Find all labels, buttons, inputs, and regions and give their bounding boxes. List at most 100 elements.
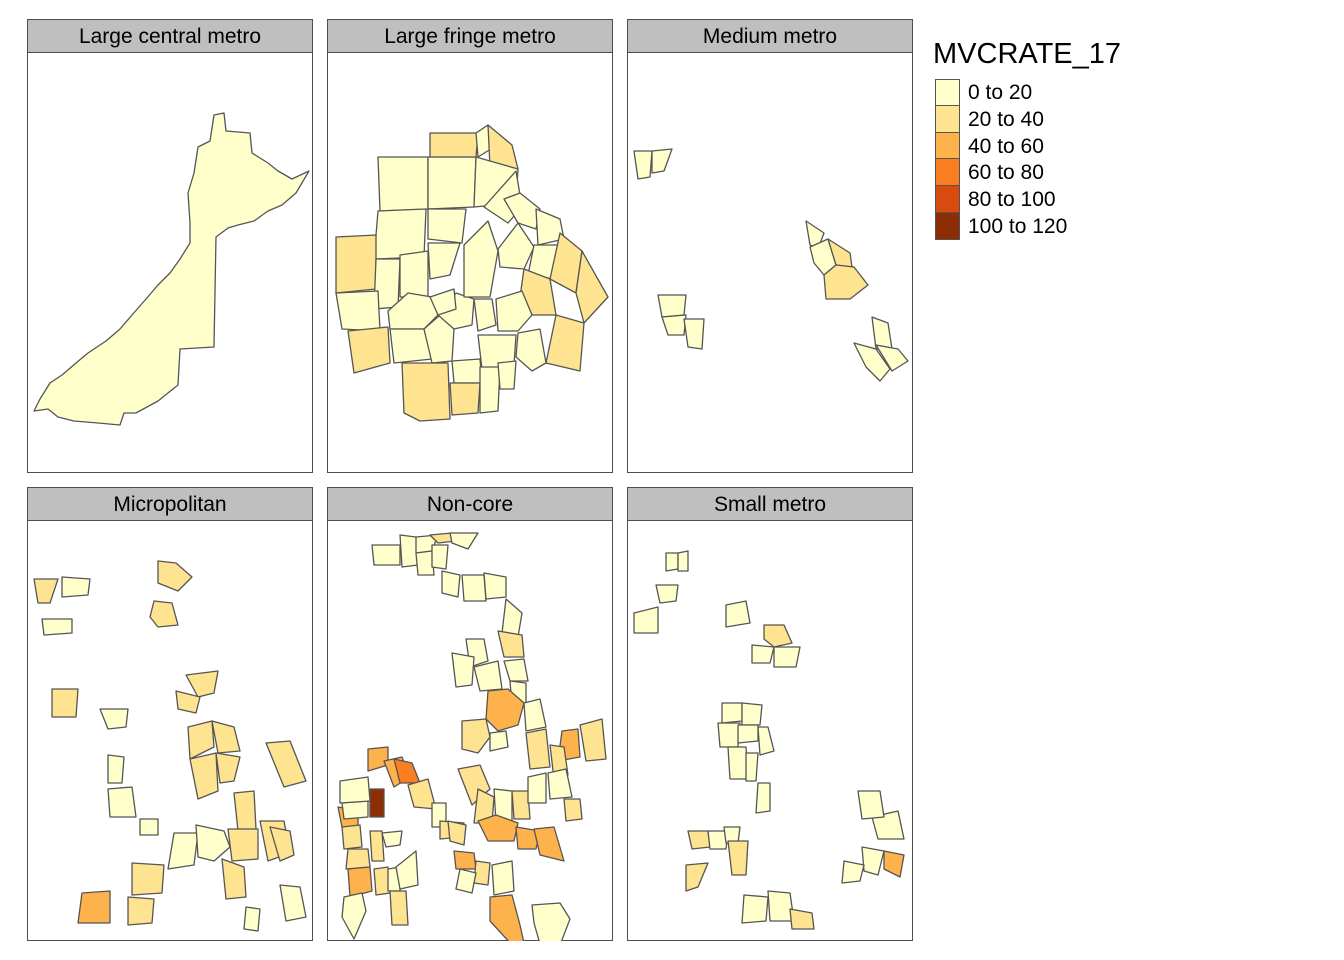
county-shape <box>741 702 763 726</box>
county-shape <box>665 552 679 572</box>
county-shape <box>99 708 129 730</box>
legend-item: 20 to 40 <box>933 105 1121 133</box>
county-shape <box>451 358 483 384</box>
county-shape <box>341 800 369 820</box>
county-shape <box>215 752 241 784</box>
county-shape <box>497 360 517 390</box>
county-shape <box>243 906 261 932</box>
county-shape <box>167 832 199 870</box>
county-shape <box>451 652 475 688</box>
legend-label: 100 to 120 <box>968 214 1068 238</box>
county-map <box>633 550 905 930</box>
county-shape <box>515 826 541 850</box>
county-shape <box>341 892 367 940</box>
county-shape <box>341 824 363 850</box>
county-shape <box>655 584 679 604</box>
county-shape <box>339 776 371 804</box>
legend-swatch <box>935 159 960 187</box>
county-shape <box>429 132 479 158</box>
county-shape <box>737 724 759 744</box>
county-shape <box>861 846 885 876</box>
county-shape <box>757 726 775 756</box>
county-shape <box>33 578 59 604</box>
county-shape <box>489 894 525 941</box>
county-shape <box>853 342 891 382</box>
county-shape <box>369 788 385 818</box>
county-shape <box>685 862 709 892</box>
county-shape <box>717 722 741 748</box>
county-shape <box>51 688 79 718</box>
legend-rows: 0 to 20 20 to 40 40 to 60 60 to 80 80 to… <box>933 79 1121 240</box>
facet-panel-large-fringe-metro: Large fringe metro <box>327 19 613 473</box>
county-shape <box>503 658 529 682</box>
county-shape <box>677 550 689 572</box>
county-shape <box>479 366 501 414</box>
county-shape <box>449 532 479 550</box>
county-shape <box>427 156 477 210</box>
facet-panel-large-central-metro: Large central metro <box>27 19 313 473</box>
county-shape <box>823 264 869 300</box>
county-shape <box>633 606 659 634</box>
county-shape <box>545 314 585 372</box>
county-shape <box>523 698 547 732</box>
county-shape <box>441 570 461 598</box>
county-shape <box>279 884 307 922</box>
county-shape <box>221 858 247 900</box>
county-shape <box>657 294 687 318</box>
legend-label: 0 to 20 <box>968 81 1033 104</box>
county-shape <box>789 908 815 930</box>
county-shape <box>431 544 449 570</box>
county-shape <box>871 316 893 350</box>
county-shape <box>579 718 607 762</box>
county-shape <box>461 574 487 602</box>
county-shape <box>687 830 711 850</box>
legend-item: 80 to 100 <box>933 186 1121 213</box>
county-shape <box>61 576 91 598</box>
county-shape <box>497 630 525 658</box>
county-map <box>33 560 307 932</box>
county-shape <box>483 572 507 600</box>
county-shape <box>195 824 231 862</box>
county-map <box>33 112 310 426</box>
map-legend: MVCRATE_17 0 to 20 20 to 40 40 to 60 60 … <box>933 38 1121 240</box>
legend-item: 60 to 80 <box>933 159 1121 187</box>
county-shape <box>377 156 429 212</box>
county-shape <box>453 850 477 870</box>
facet-panel-non-core: Non-core <box>327 487 613 941</box>
county-shape <box>751 644 775 664</box>
county-shape <box>389 890 409 926</box>
facet-strip-label: Large fringe metro <box>327 19 613 53</box>
county-shape <box>347 326 391 374</box>
county-shape <box>511 790 531 820</box>
county-shape <box>175 690 201 714</box>
county-shape <box>269 826 295 862</box>
facet-map-area <box>27 521 313 941</box>
facet-map-area <box>327 521 613 941</box>
county-shape <box>401 362 451 422</box>
county-shape <box>489 730 509 752</box>
county-shape <box>497 222 535 270</box>
county-shape <box>131 862 165 896</box>
county-map <box>337 532 607 941</box>
county-shape <box>127 896 155 926</box>
facet-panel-small-metro: Small metro <box>627 487 913 941</box>
county-shape <box>501 598 523 638</box>
county-shape <box>651 148 673 174</box>
county-shape <box>745 752 759 782</box>
county-shape <box>399 250 429 298</box>
county-shape <box>107 754 125 784</box>
county-shape <box>233 790 257 832</box>
county-shape <box>661 314 687 336</box>
legend-item: 100 to 120 <box>933 212 1121 240</box>
county-shape <box>725 600 751 628</box>
facet-strip-label: Large central metro <box>27 19 313 53</box>
county-shape <box>345 848 371 870</box>
county-shape <box>41 618 73 636</box>
county-shape <box>727 746 749 780</box>
county-shape <box>185 670 219 698</box>
county-shape <box>455 868 477 894</box>
county-shape <box>563 798 583 822</box>
county-shape <box>525 728 551 770</box>
county-shape <box>107 786 137 818</box>
facet-map-area <box>627 521 913 941</box>
